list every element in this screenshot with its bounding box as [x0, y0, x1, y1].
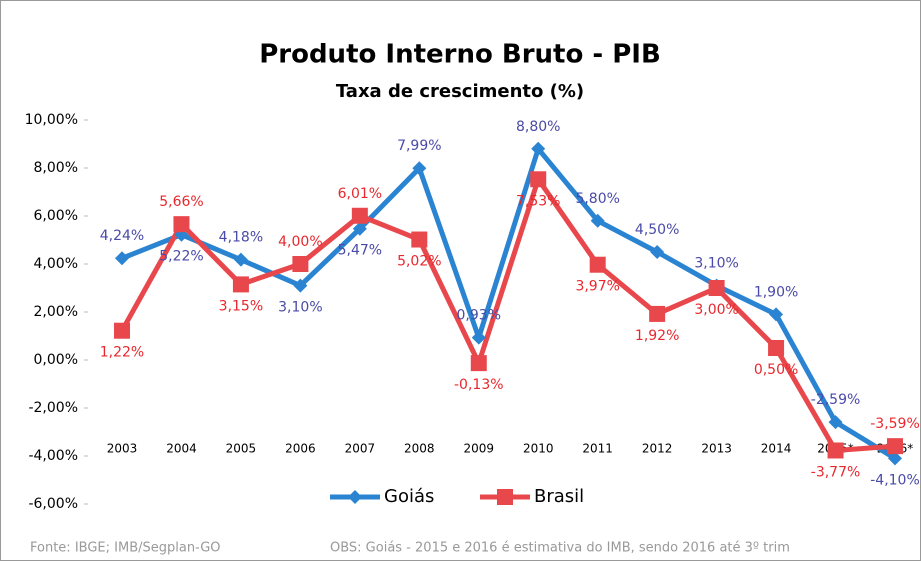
data-label: 8,80% [516, 119, 560, 135]
point-marker [233, 252, 248, 267]
y-tick-label: -2,00% [28, 400, 78, 416]
data-label: 4,24% [100, 228, 144, 244]
point-marker [768, 340, 785, 356]
point-marker [590, 213, 605, 228]
data-label: 1,90% [754, 284, 798, 300]
x-tick-label: 2008 [404, 442, 435, 456]
data-label: -0,13% [454, 377, 504, 393]
point-marker [115, 251, 129, 266]
data-label: 4,00% [278, 234, 322, 250]
y-tick-label: -4,00% [28, 448, 78, 464]
legend-marker [348, 490, 362, 504]
data-label: 6,01% [338, 186, 382, 202]
point-marker [589, 256, 606, 273]
point-marker [769, 307, 784, 322]
x-tick-label: 2011 [582, 442, 613, 456]
data-label: 5,80% [575, 191, 619, 207]
data-label: 0,50% [754, 362, 798, 378]
y-tick-label: -6,00% [28, 496, 78, 512]
data-label: 7,53% [516, 193, 560, 209]
point-marker [293, 278, 308, 293]
x-tick-label: 2013 [701, 442, 732, 456]
x-tick-label: 2014 [761, 442, 792, 456]
x-tick-label: 2007 [345, 442, 376, 456]
source-note: Fonte: IBGE; IMB/Segplan-GO [30, 541, 221, 556]
point-marker [530, 171, 547, 188]
y-tick-label: 10,00% [25, 112, 78, 128]
data-label: 1,22% [100, 345, 144, 361]
chart-subtitle: Taxa de crescimento (%) [336, 81, 584, 102]
x-tick-label: 2012 [642, 442, 673, 456]
data-label: -4,10% [870, 472, 920, 488]
point-marker [471, 330, 486, 345]
data-label: 0,93% [457, 308, 501, 324]
point-marker [828, 415, 843, 430]
y-tick-label: 6,00% [34, 208, 78, 224]
point-marker [650, 245, 665, 259]
series-line [119, 176, 896, 453]
data-label: -3,59% [870, 416, 920, 432]
point-marker [887, 438, 903, 455]
data-label: 1,92% [635, 328, 679, 344]
point-marker [531, 141, 546, 156]
point-marker [232, 276, 249, 293]
point-marker [352, 221, 367, 236]
y-tick-label: 2,00% [34, 304, 78, 320]
x-tick-label: 2003 [107, 442, 138, 456]
point-marker [888, 451, 902, 466]
y-tick-label: 0,00% [34, 352, 78, 368]
y-tick-label: 8,00% [34, 160, 78, 176]
data-label: 3,10% [694, 256, 738, 272]
x-tick-label: 2010 [523, 442, 554, 456]
point-marker [649, 305, 666, 322]
point-marker [114, 322, 130, 339]
data-label: 3,15% [219, 298, 263, 314]
y-tick-label: 4,00% [34, 256, 78, 272]
x-tick-label: 2005 [226, 442, 257, 456]
point-marker [292, 256, 309, 272]
series-line [121, 146, 897, 461]
legend-label: Goiás [384, 486, 434, 507]
data-label: 3,00% [694, 302, 738, 318]
data-label: 4,50% [635, 222, 679, 238]
point-marker [351, 207, 368, 224]
data-label: 5,22% [159, 249, 203, 265]
data-label: 5,47% [338, 243, 382, 259]
data-label: 5,66% [159, 194, 203, 210]
point-marker [470, 355, 487, 372]
data-label: 7,99% [397, 138, 441, 154]
chart-title: Produto Interno Bruto - PIB [259, 40, 661, 70]
data-label: 4,18% [219, 230, 263, 246]
data-label: -3,77% [811, 464, 861, 480]
legend-label: Brasil [534, 486, 584, 507]
point-marker [412, 161, 427, 176]
data-label: 3,97% [575, 279, 619, 295]
legend-marker [497, 489, 513, 505]
point-marker [827, 442, 844, 459]
data-label: 5,02% [397, 254, 441, 270]
data-label: -2,59% [811, 392, 861, 408]
obs-note: OBS: Goiás - 2015 e 2016 é estimativa do… [330, 541, 790, 556]
point-marker [173, 216, 190, 233]
data-label: 3,10% [278, 300, 322, 316]
x-tick-label: 2006 [285, 442, 316, 456]
x-tick-label: 2004 [166, 442, 197, 456]
x-tick-label: 2009 [463, 442, 494, 456]
point-marker [708, 280, 725, 296]
point-marker [411, 231, 428, 248]
